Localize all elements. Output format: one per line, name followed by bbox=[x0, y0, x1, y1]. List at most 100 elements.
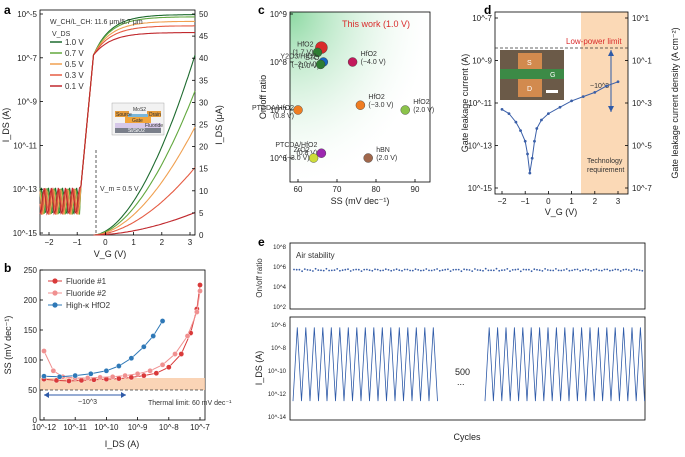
panel-d-tech-label-2: requirement bbox=[587, 167, 624, 174]
panel-d-point bbox=[523, 139, 527, 143]
panel-b-point bbox=[97, 374, 103, 381]
panel-c-point-sublabel: (2.0 V) bbox=[376, 155, 397, 162]
panel-a-x-tick-label: 2 bbox=[160, 238, 165, 247]
panel-e-ratio-point bbox=[571, 269, 573, 272]
panel-a-legend-item: 0.1 V bbox=[65, 82, 84, 91]
panel-a-y2-tick-label: 15 bbox=[199, 165, 208, 174]
panel-e-ratio-point bbox=[619, 270, 622, 272]
panel-e-ratio-point bbox=[301, 270, 303, 273]
panel-d-x-tick-label: 0 bbox=[546, 197, 551, 206]
panel-b-point bbox=[159, 361, 166, 368]
panel-e-ratio-point bbox=[506, 268, 509, 270]
panel-e-ratio-point bbox=[565, 268, 568, 270]
panel-e-ratio-point bbox=[430, 269, 433, 272]
panel-c-point-label: hBN bbox=[376, 147, 390, 154]
panel-d-tech-label-1: Technology bbox=[587, 158, 623, 165]
panel-e-ratio-point bbox=[312, 270, 314, 272]
panel-a-y2-tick-label: 50 bbox=[199, 10, 208, 19]
panel-c-point bbox=[355, 100, 366, 110]
panel-c-point-label: Y2O3/HfO2 bbox=[280, 53, 316, 60]
panel-e-ratio-point bbox=[584, 268, 587, 271]
panel-a-y2-tick-label: 5 bbox=[199, 209, 204, 218]
panel-a-y2-tick-label: 25 bbox=[199, 121, 208, 130]
panel-c: c HfO2(1.7 V)STO(1.0 V)Y2O3/HfO2(−2.0 V)… bbox=[252, 3, 434, 206]
panel-d-ylabel-right: Gate leakage current density (A cm⁻²) bbox=[670, 27, 680, 178]
panel-e-ratio-point bbox=[495, 267, 498, 270]
panel-e-ratio-point bbox=[603, 268, 606, 271]
panel-e-ratio-point bbox=[333, 269, 336, 271]
panel-d-point bbox=[528, 171, 532, 175]
panel-a-lin-curve-0 bbox=[93, 54, 196, 236]
panel-b-y-tick-label: 50 bbox=[28, 386, 37, 395]
panel-e-bottom-axes bbox=[289, 316, 646, 421]
panel-e-bottom-tick-label: 10^-14 bbox=[268, 415, 287, 421]
panel-b-label: b bbox=[4, 261, 11, 275]
panel-e-ratio-point bbox=[633, 268, 636, 271]
panel-b-x-ticks: 10^-12 10^-11 10^-10 10^-9 10^-8 10^-7 bbox=[32, 417, 210, 432]
panel-e-bottom-tick-label: 10^-8 bbox=[271, 346, 286, 352]
inset-drain-label: Drain bbox=[149, 112, 161, 118]
panel-c-axes bbox=[289, 11, 431, 183]
panel-e-ratio-point bbox=[587, 269, 590, 271]
panel-c-point-sublabel: (−4.0 V) bbox=[361, 59, 386, 66]
panel-a-y2-tick-label: 45 bbox=[199, 32, 208, 41]
panel-b-x-tick-label: 10^-12 bbox=[32, 423, 57, 432]
panel-e-ratio-point bbox=[295, 268, 298, 271]
panel-b-point bbox=[66, 378, 72, 384]
panel-e-ratio-point bbox=[617, 268, 619, 271]
panel-e-ratio-point bbox=[487, 269, 490, 272]
panel-b-x-tick-label: 10^-10 bbox=[94, 423, 119, 432]
panel-c-x-tick-label: 90 bbox=[411, 185, 420, 194]
panel-c-point-sublabel: (−3.0 V) bbox=[368, 102, 393, 109]
panel-a-vm-label: V_m = 0.5 V bbox=[100, 186, 139, 193]
panel-a-label: a bbox=[4, 3, 11, 17]
panel-e-ratio-point bbox=[482, 269, 484, 272]
panel-c-point bbox=[308, 153, 319, 163]
panel-d-range-label: ~10^3 bbox=[590, 83, 609, 90]
panel-e-top-axes bbox=[289, 242, 646, 310]
panel-d-point bbox=[533, 139, 536, 143]
panel-d-point bbox=[535, 127, 539, 130]
panel-c-y-tick-label: 10^8 bbox=[270, 58, 288, 67]
panel-b-point bbox=[165, 364, 172, 371]
panel-c-point-label: HfO2 bbox=[297, 41, 313, 48]
panel-e-ratio-point bbox=[641, 269, 644, 272]
panel-e-break-label: 500 bbox=[455, 367, 470, 377]
panel-e-ratio-point bbox=[444, 268, 447, 271]
panel-a-y-ticks: 10^-15 10^-13 10^-11 10^-9 10^-7 10^-5 bbox=[13, 10, 43, 238]
panel-e-top-tick-label: 10^8 bbox=[273, 245, 286, 251]
inset-gate-label: Gate bbox=[132, 118, 143, 124]
panel-a-log-curve-4 bbox=[39, 32, 195, 216]
panel-e-ratio-point bbox=[330, 269, 333, 272]
panel-d-point bbox=[526, 152, 529, 156]
panel-b-x-tick-label: 10^-9 bbox=[128, 423, 148, 432]
panel-e-ratio-point bbox=[463, 268, 465, 271]
panel-c-point bbox=[315, 59, 326, 70]
panel-e-ratio-point bbox=[638, 269, 641, 272]
panel-b-point bbox=[141, 372, 147, 379]
panel-b-point bbox=[41, 348, 47, 354]
panel-e-ratio-point bbox=[517, 268, 519, 271]
panel-c-point bbox=[363, 153, 373, 163]
inset-sio2-label: Si/SiO2 bbox=[128, 128, 145, 134]
panel-e-ratio-point bbox=[498, 269, 501, 272]
panel-e-ratio-point bbox=[352, 269, 355, 271]
panel-a-y2-tick-label: 0 bbox=[199, 231, 204, 240]
panel-c-point-label: STO bbox=[305, 55, 320, 62]
panel-e-ratio-point bbox=[328, 269, 330, 272]
panel-e-ratio-point bbox=[511, 269, 514, 271]
panel-e-ratio-point bbox=[563, 269, 565, 271]
panel-e-ratio-point bbox=[398, 269, 401, 272]
panel-d-low-power-label: Low-power limit bbox=[566, 37, 622, 46]
panel-d-point bbox=[519, 129, 522, 133]
panel-e-ratio-point bbox=[636, 268, 638, 271]
panel-b-curves bbox=[41, 282, 203, 384]
panel-e-ratio-point bbox=[560, 269, 563, 272]
panel-e-ratio-point bbox=[614, 268, 617, 271]
panel-a-x-tick-label: 1 bbox=[131, 238, 136, 247]
panel-e-ratio-point bbox=[606, 268, 609, 271]
panel-a-legend-item: 1.0 V bbox=[65, 38, 84, 47]
panel-c-this-work: This work (1.0 V) bbox=[342, 19, 410, 29]
panel-a-legend: 1.0 V 0.7 V 0.5 V 0.3 V 0.1 V bbox=[50, 38, 84, 91]
panel-a-y2-tick-label: 40 bbox=[199, 54, 208, 63]
